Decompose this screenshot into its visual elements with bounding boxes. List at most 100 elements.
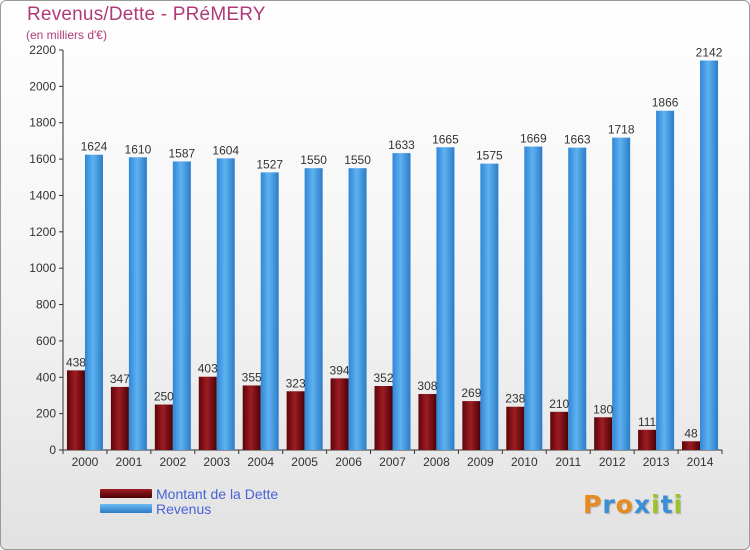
- revenus-value-label: 1669: [520, 132, 547, 146]
- debt-value-label: 250: [154, 390, 174, 404]
- debt-bar: [462, 401, 481, 450]
- y-tick-label: 2200: [29, 43, 56, 57]
- revenus-bar: [348, 168, 367, 450]
- debt-value-label: 352: [373, 371, 393, 385]
- legend-swatch-debt: [100, 489, 152, 498]
- chart-subtitle: (en milliers d'€): [26, 28, 107, 42]
- debt-value-label: 48: [684, 426, 698, 440]
- x-tick-label: 2009: [467, 455, 494, 469]
- logo-letter: i: [673, 490, 684, 519]
- y-tick-label: 1800: [29, 116, 56, 130]
- revenus-value-label: 1587: [168, 146, 195, 160]
- revenus-value-label: 1604: [212, 143, 239, 157]
- legend-item-revenus: Revenus: [100, 500, 278, 517]
- revenus-value-label: 1550: [300, 153, 327, 167]
- x-tick-label: 2004: [247, 455, 274, 469]
- legend-label-debt: Montant de la Dette: [156, 485, 279, 502]
- revenus-value-label: 1624: [81, 140, 108, 154]
- debt-value-label: 269: [461, 386, 481, 400]
- debt-value-label: 323: [286, 376, 306, 390]
- debt-bar: [550, 411, 569, 450]
- debt-bar: [682, 441, 701, 450]
- revenus-value-label: 1866: [652, 96, 679, 110]
- y-tick-label: 1400: [29, 188, 56, 202]
- x-tick-label: 2007: [379, 455, 406, 469]
- x-tick-label: 2002: [159, 455, 186, 469]
- data-labels: 438 1624 347 1610 250 1587 403 1604 355 1527 323 15…: [66, 46, 723, 441]
- bars: [66, 60, 719, 451]
- legend-swatch-revenus: [100, 504, 152, 513]
- logo-letter: P: [583, 490, 603, 519]
- revenus-bar: [568, 147, 587, 451]
- revenus-bar: [216, 158, 235, 450]
- debt-bar: [638, 429, 657, 450]
- revenus-bar: [436, 147, 455, 451]
- debt-value-label: 308: [417, 379, 437, 393]
- y-tick-label: 400: [36, 370, 56, 384]
- debt-value-label: 238: [505, 392, 525, 406]
- debt-bar: [330, 378, 349, 450]
- proxiti-logo: Proxiti: [583, 490, 683, 519]
- x-tick-label: 2012: [599, 455, 626, 469]
- revenus-value-label: 1663: [564, 133, 591, 147]
- x-tick-label: 2005: [291, 455, 318, 469]
- debt-value-label: 403: [198, 362, 218, 376]
- logo-letter: x: [633, 490, 651, 519]
- revenus-bar: [524, 146, 543, 450]
- revenus-value-label: 1665: [432, 132, 459, 146]
- revenus-bar: [84, 154, 103, 450]
- debt-value-label: 438: [66, 355, 86, 369]
- logo-letter: t: [660, 490, 674, 519]
- debt-value-label: 394: [330, 363, 350, 377]
- revenus-bar: [480, 163, 499, 451]
- legend-item-debt: Montant de la Dette: [100, 485, 279, 502]
- revenus-value-label: 1527: [256, 157, 283, 171]
- y-tick-label: 1000: [29, 261, 56, 275]
- debt-bar: [110, 386, 129, 450]
- revenus-value-label: 1575: [476, 149, 503, 163]
- debt-bar: [66, 370, 85, 450]
- revenus-value-label: 1633: [388, 138, 415, 152]
- x-tick-label: 2013: [643, 455, 670, 469]
- debt-value-label: 355: [242, 370, 262, 384]
- revenus-bar: [612, 137, 631, 451]
- revenus-bar: [172, 161, 191, 451]
- debt-value-label: 347: [110, 372, 130, 386]
- debt-bar: [374, 386, 393, 450]
- revenus-bar: [304, 168, 323, 450]
- revenus-bar: [260, 172, 279, 450]
- debt-bar: [286, 391, 305, 450]
- logo-letter: i: [651, 490, 661, 519]
- revenus-value-label: 1718: [608, 123, 635, 137]
- debt-bar: [198, 376, 217, 450]
- legend-label-revenus: Revenus: [156, 500, 212, 517]
- debt-value-label: 180: [593, 402, 613, 416]
- revenus-bar: [128, 157, 147, 451]
- debt-bar: [242, 385, 261, 450]
- y-tick-label: 2000: [29, 79, 56, 93]
- logo-letter: o: [615, 490, 634, 519]
- y-tick-label: 800: [36, 298, 56, 312]
- x-tick-label: 2010: [511, 455, 538, 469]
- debt-bar: [154, 404, 173, 450]
- revenus-bar: [392, 153, 411, 450]
- y-tick-label: 1600: [29, 152, 56, 166]
- revenus-value-label: 1610: [125, 142, 152, 156]
- revenus-bar: [656, 110, 675, 451]
- chart-title: Revenus/Dette - PRéMERY: [27, 4, 266, 25]
- x-tick-label: 2001: [116, 455, 143, 469]
- x-tick-label: 2003: [203, 455, 230, 469]
- revenus-value-label: 1550: [344, 153, 371, 167]
- debt-value-label: 210: [549, 397, 569, 411]
- y-tick-label: 1200: [29, 225, 56, 239]
- debt-bar: [506, 406, 525, 450]
- revenus-value-label: 2142: [696, 46, 723, 60]
- y-tick-label: 0: [49, 443, 56, 457]
- x-tick-label: 2006: [335, 455, 362, 469]
- x-tick-label: 2008: [423, 455, 450, 469]
- revenus-bar: [700, 60, 719, 450]
- legend: Montant de la Dette Revenus: [100, 485, 279, 517]
- debt-bar: [418, 394, 437, 450]
- x-tick-label: 2011: [555, 455, 581, 469]
